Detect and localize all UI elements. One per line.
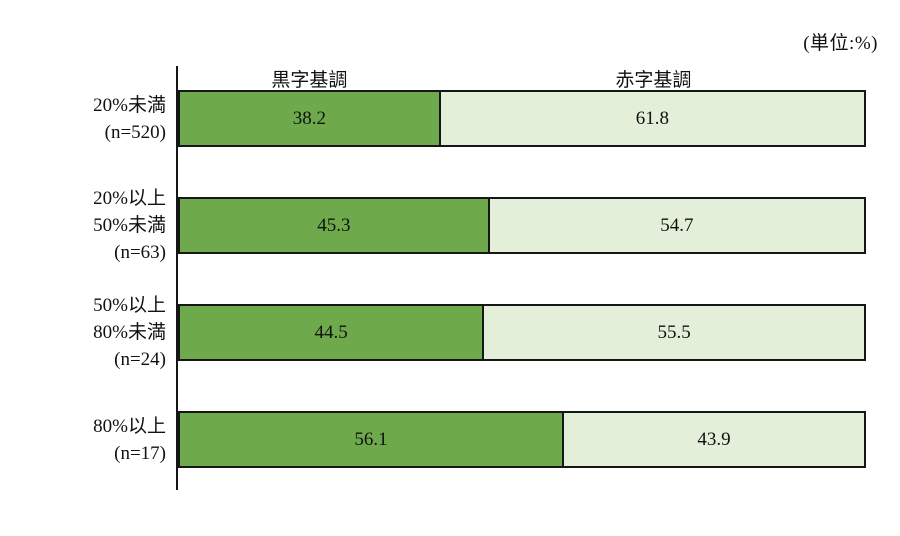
category-axis-labels: 20%未満 (n=520) 20%以上 50%未満 (n=63) 50%以上 8… [0, 66, 176, 490]
legend-deficit-label: 赤字基調 [615, 69, 692, 91]
bar-segment-surplus: 44.5 [178, 304, 485, 361]
bar-row-4: 56.1 43.9 [178, 411, 866, 468]
plot-area: 黒字基調 赤字基調 38.2 61.8 45.3 54.7 [176, 66, 866, 490]
value-label: 54.7 [660, 214, 694, 236]
bar-row-1: 38.2 61.8 [178, 90, 866, 147]
bar-segment-deficit: 43.9 [563, 411, 866, 468]
value-label: 55.5 [657, 321, 691, 343]
category-label-row-3: 50%以上 80%未満 (n=24) [93, 295, 166, 370]
bar-row-2: 45.3 54.7 [178, 197, 866, 254]
bar-segment-surplus: 45.3 [178, 197, 490, 254]
bar-segment-deficit: 55.5 [484, 304, 866, 361]
value-label: 56.1 [354, 428, 388, 450]
bar-segment-deficit: 61.8 [440, 90, 866, 147]
bar-row-3: 44.5 55.5 [178, 304, 866, 361]
bar-segment-surplus: 38.2 [178, 90, 441, 147]
category-label-row-4: 80%以上 (n=17) [93, 415, 166, 464]
series-legend: 黒字基調 赤字基調 [178, 66, 866, 91]
value-label: 45.3 [317, 214, 351, 236]
stacked-bar-chart: 20%未満 (n=520) 20%以上 50%未満 (n=63) 50%以上 8… [0, 66, 866, 490]
value-label: 43.9 [697, 428, 731, 450]
legend-surplus-label: 黒字基調 [271, 69, 348, 91]
bar-segment-deficit: 54.7 [489, 197, 866, 254]
bar-segment-surplus: 56.1 [178, 411, 564, 468]
value-label: 38.2 [292, 107, 327, 129]
value-label: 44.5 [314, 321, 348, 343]
category-label-row-1: 20%未満 (n=520) [93, 94, 166, 143]
value-label: 61.8 [635, 107, 670, 129]
category-label-row-2: 20%以上 50%未満 (n=63) [93, 188, 166, 263]
unit-label: (単位:%) [803, 33, 878, 54]
